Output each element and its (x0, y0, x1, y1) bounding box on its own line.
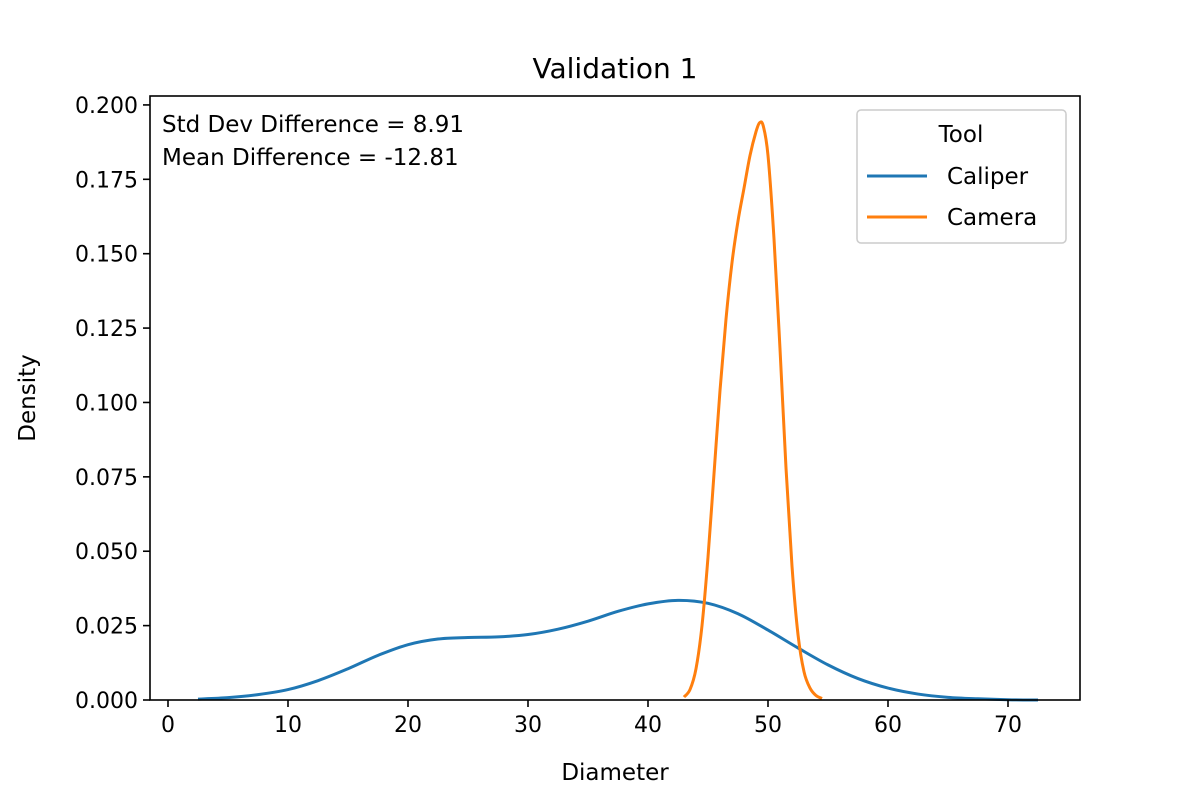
series-line-camera (682, 120, 823, 700)
series-line-caliper (197, 598, 1039, 702)
x-tick-label: 10 (274, 713, 302, 738)
legend-title: Tool (938, 122, 984, 148)
x-tick-label: 20 (394, 713, 422, 738)
y-tick-label: 0.100 (75, 391, 138, 416)
annotation-mean-difference: Mean Difference = -12.81 (162, 145, 459, 171)
x-tick-label: 50 (754, 713, 782, 738)
y-tick-label: 0.175 (75, 168, 138, 193)
x-tick-label: 70 (994, 713, 1022, 738)
legend-label-camera: Camera (947, 205, 1037, 231)
x-axis-label: Diameter (561, 760, 669, 786)
y-tick-label: 0.200 (75, 94, 138, 119)
y-tick-label: 0.125 (75, 317, 138, 342)
y-tick-label: 0.000 (75, 689, 138, 714)
x-tick-label: 40 (634, 713, 662, 738)
legend: Tool Caliper Camera (856, 109, 1067, 244)
plot-frame (149, 95, 1081, 701)
series-layer (197, 120, 1039, 702)
legend-box (856, 109, 1067, 244)
y-tick-label: 0.075 (75, 466, 138, 491)
axes-layer: 0 10 20 30 40 50 60 70 0.000 0.025 0.050 0.075 0.100… (75, 94, 1022, 738)
y-tick-label: 0.050 (75, 540, 138, 565)
chart-title: Validation 1 (533, 52, 698, 85)
y-axis-label: Density (15, 354, 41, 441)
y-tick-label: 0.150 (75, 243, 138, 268)
x-tick-label: 30 (514, 713, 542, 738)
x-tick-label: 60 (874, 713, 902, 738)
y-tick-label: 0.025 (75, 615, 138, 640)
x-tick-label: 0 (161, 713, 175, 738)
legend-label-caliper: Caliper (947, 164, 1029, 190)
annotation-std-dev-difference: Std Dev Difference = 8.91 (162, 112, 464, 138)
